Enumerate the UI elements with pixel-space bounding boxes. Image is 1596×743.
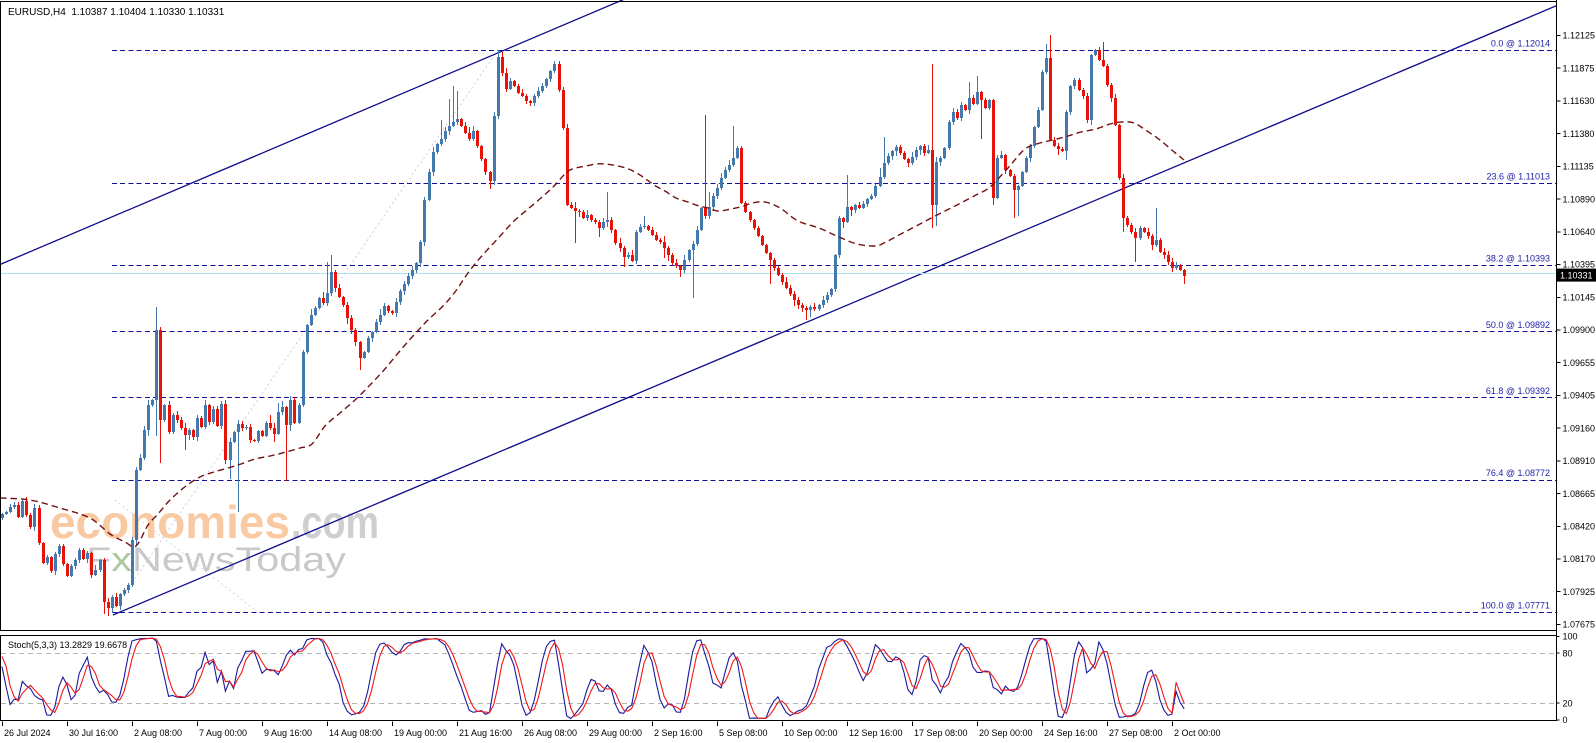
- svg-text:1.11875: 1.11875: [1563, 63, 1595, 73]
- svg-text:2 Sep 16:00: 2 Sep 16:00: [654, 728, 703, 738]
- svg-text:7 Aug 00:00: 7 Aug 00:00: [199, 728, 247, 738]
- svg-text:1.10640: 1.10640: [1563, 227, 1596, 237]
- svg-text:1.08910: 1.08910: [1563, 456, 1596, 466]
- svg-text:23.6 @ 1.11013: 23.6 @ 1.11013: [1486, 171, 1550, 181]
- svg-text:1.09655: 1.09655: [1563, 358, 1596, 368]
- svg-text:economies: economies: [50, 496, 290, 548]
- svg-text:19 Aug 00:00: 19 Aug 00:00: [394, 728, 447, 738]
- svg-text:1.10890: 1.10890: [1563, 194, 1596, 204]
- svg-text:1.10395: 1.10395: [1563, 260, 1596, 270]
- svg-text:Stoch(5,3,3) 13.2829 19.6678: Stoch(5,3,3) 13.2829 19.6678: [8, 640, 127, 650]
- svg-text:0.0 @ 1.12014: 0.0 @ 1.12014: [1491, 39, 1550, 49]
- svg-text:20: 20: [1563, 698, 1573, 708]
- svg-text:10 Sep 00:00: 10 Sep 00:00: [784, 728, 838, 738]
- svg-text:14 Aug 08:00: 14 Aug 08:00: [329, 728, 382, 738]
- svg-text:26 Aug 08:00: 26 Aug 08:00: [524, 728, 577, 738]
- svg-text:EURUSD,H4 1.10387 1.10404 1.1: EURUSD,H4 1.10387 1.10404 1.10330 1.1033…: [8, 7, 225, 18]
- svg-text:5 Sep 08:00: 5 Sep 08:00: [719, 728, 768, 738]
- svg-text:12 Sep 16:00: 12 Sep 16:00: [849, 728, 903, 738]
- svg-text:1.07925: 1.07925: [1563, 587, 1596, 597]
- svg-text:100: 100: [1563, 632, 1578, 642]
- svg-text:2 Aug 08:00: 2 Aug 08:00: [134, 728, 182, 738]
- svg-text:21 Aug 16:00: 21 Aug 16:00: [459, 728, 512, 738]
- svg-text:20 Sep 00:00: 20 Sep 00:00: [979, 728, 1033, 738]
- svg-text:61.8 @ 1.09392: 61.8 @ 1.09392: [1486, 386, 1550, 396]
- svg-text:1.08170: 1.08170: [1563, 554, 1596, 564]
- svg-text:.com: .com: [291, 496, 379, 548]
- svg-text:76.4 @ 1.08772: 76.4 @ 1.08772: [1486, 468, 1550, 478]
- svg-text:1.11380: 1.11380: [1563, 129, 1595, 139]
- svg-text:1.09405: 1.09405: [1563, 391, 1596, 401]
- svg-text:29 Aug 00:00: 29 Aug 00:00: [589, 728, 642, 738]
- svg-text:100.0 @ 1.07771: 100.0 @ 1.07771: [1481, 601, 1550, 611]
- svg-text:1.10331: 1.10331: [1560, 271, 1593, 281]
- svg-text:1.11630: 1.11630: [1563, 96, 1595, 106]
- svg-text:0: 0: [1563, 715, 1568, 725]
- svg-text:1.10145: 1.10145: [1563, 293, 1596, 303]
- svg-text:1.12125: 1.12125: [1563, 31, 1596, 41]
- svg-text:1.09900: 1.09900: [1563, 325, 1596, 335]
- svg-text:50.0 @ 1.09892: 50.0 @ 1.09892: [1486, 320, 1550, 330]
- svg-text:26 Jul 2024: 26 Jul 2024: [4, 728, 51, 738]
- svg-text:30 Jul 16:00: 30 Jul 16:00: [69, 728, 118, 738]
- svg-text:1.08665: 1.08665: [1563, 489, 1596, 499]
- svg-text:1.08420: 1.08420: [1563, 522, 1596, 532]
- svg-text:38.2 @ 1.10393: 38.2 @ 1.10393: [1486, 253, 1550, 263]
- svg-text:80: 80: [1563, 648, 1573, 658]
- svg-text:1.09160: 1.09160: [1563, 423, 1596, 433]
- svg-text:17 Sep 08:00: 17 Sep 08:00: [914, 728, 968, 738]
- svg-text:2 Oct 00:00: 2 Oct 00:00: [1174, 728, 1221, 738]
- svg-text:1.11135: 1.11135: [1563, 162, 1594, 172]
- svg-text:27 Sep 08:00: 27 Sep 08:00: [1109, 728, 1163, 738]
- svg-text:1.07675: 1.07675: [1563, 620, 1596, 630]
- svg-text:9 Aug 16:00: 9 Aug 16:00: [264, 728, 312, 738]
- svg-text:24 Sep 16:00: 24 Sep 16:00: [1044, 728, 1098, 738]
